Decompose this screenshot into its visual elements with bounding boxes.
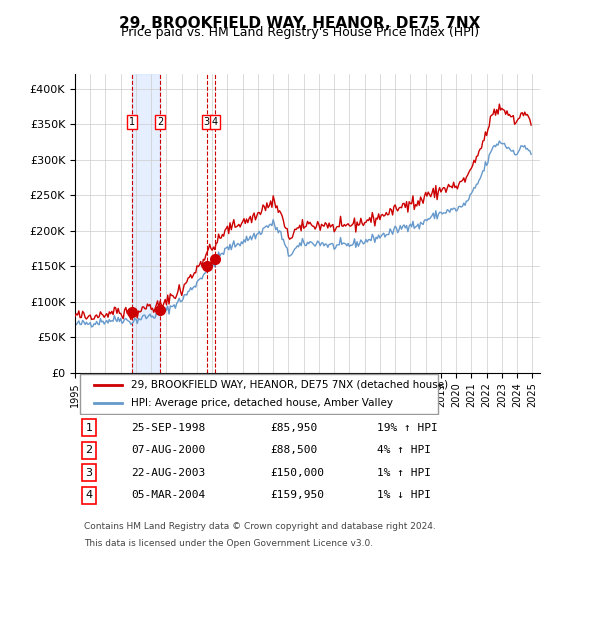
Text: 07-AUG-2000: 07-AUG-2000 xyxy=(131,445,205,455)
Text: 2: 2 xyxy=(85,445,92,455)
Text: £150,000: £150,000 xyxy=(270,467,324,477)
Bar xyxy=(132,74,160,373)
Text: Price paid vs. HM Land Registry's House Price Index (HPI): Price paid vs. HM Land Registry's House … xyxy=(121,26,479,39)
Text: 2: 2 xyxy=(157,117,164,127)
Text: 1: 1 xyxy=(129,117,135,127)
Text: 05-MAR-2004: 05-MAR-2004 xyxy=(131,490,205,500)
Text: 19% ↑ HPI: 19% ↑ HPI xyxy=(377,423,438,433)
Text: 1% ↑ HPI: 1% ↑ HPI xyxy=(377,467,431,477)
Text: This data is licensed under the Open Government Licence v3.0.: This data is licensed under the Open Gov… xyxy=(84,539,373,548)
Text: 1: 1 xyxy=(85,423,92,433)
Text: 4: 4 xyxy=(85,490,92,500)
Text: 3: 3 xyxy=(85,467,92,477)
Text: 29, BROOKFIELD WAY, HEANOR, DE75 7NX: 29, BROOKFIELD WAY, HEANOR, DE75 7NX xyxy=(119,16,481,30)
Text: 22-AUG-2003: 22-AUG-2003 xyxy=(131,467,205,477)
Text: 1% ↓ HPI: 1% ↓ HPI xyxy=(377,490,431,500)
Text: 4: 4 xyxy=(212,117,218,127)
Text: £88,500: £88,500 xyxy=(270,445,317,455)
Text: £159,950: £159,950 xyxy=(270,490,324,500)
Text: HPI: Average price, detached house, Amber Valley: HPI: Average price, detached house, Ambe… xyxy=(131,397,393,407)
FancyBboxPatch shape xyxy=(80,374,438,414)
Text: Contains HM Land Registry data © Crown copyright and database right 2024.: Contains HM Land Registry data © Crown c… xyxy=(84,521,436,531)
Text: 29, BROOKFIELD WAY, HEANOR, DE75 7NX (detached house): 29, BROOKFIELD WAY, HEANOR, DE75 7NX (de… xyxy=(131,379,448,390)
Text: 4% ↑ HPI: 4% ↑ HPI xyxy=(377,445,431,455)
Text: 25-SEP-1998: 25-SEP-1998 xyxy=(131,423,205,433)
Text: 3: 3 xyxy=(203,117,210,127)
Text: £85,950: £85,950 xyxy=(270,423,317,433)
